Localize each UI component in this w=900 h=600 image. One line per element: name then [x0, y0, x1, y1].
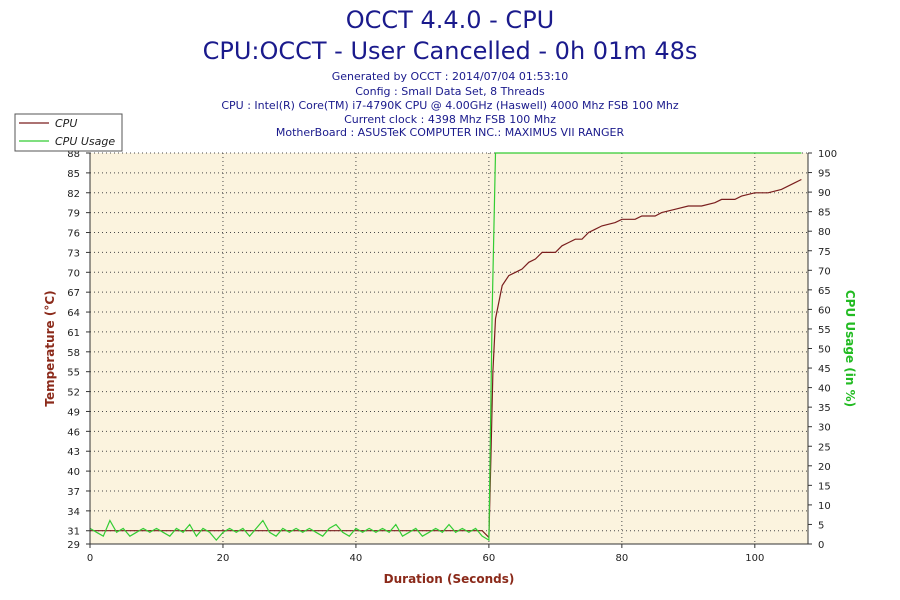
y-axis-label: Temperature (°C) [43, 290, 57, 406]
cpu-usage-line [89, 152, 802, 542]
left-tick-label: 61 [67, 328, 80, 339]
x-tick-label: 80 [615, 553, 628, 564]
legend-label: CPU Usage [55, 135, 115, 148]
x-tick-label: 20 [217, 553, 230, 564]
left-tick-label: 64 [67, 308, 80, 319]
x-axis-label: Duration (Seconds) [384, 572, 515, 586]
right-tick-label: 15 [818, 481, 831, 492]
right-tick-label: 0 [818, 540, 824, 551]
left-tick-label: 70 [67, 268, 80, 279]
right-tick-label: 70 [818, 266, 831, 277]
left-tick-label: 37 [67, 487, 80, 498]
right-tick-label: 30 [818, 423, 831, 434]
left-tick-label: 85 [67, 169, 80, 180]
right-tick-label: 85 [818, 208, 831, 219]
right-tick-label: 35 [818, 403, 831, 414]
right-tick-label: 80 [818, 227, 831, 238]
left-tick-label: 73 [67, 248, 80, 259]
right-tick-label: 100 [818, 149, 837, 160]
left-tick-label: 34 [67, 507, 80, 518]
left-tick-label: 76 [67, 229, 80, 240]
right-tick-label: 20 [818, 462, 831, 473]
series-group [89, 152, 802, 542]
right-tick-label: 40 [818, 384, 831, 395]
right-tick-label: 10 [818, 501, 831, 512]
chart-subtitle: CPU:OCCT - User Cancelled - 0h 01m 48s [202, 37, 698, 65]
plot-area [90, 153, 808, 544]
chart-title: OCCT 4.4.0 - CPU [345, 6, 555, 34]
legend: CPU CPU Usage [14, 113, 123, 152]
right-axis-ticks: 0 5 10 15 20 25 30 35 40 45 50 55 60 65 70 75 80 85 90 95 10… [808, 149, 837, 551]
info-motherboard: MotherBoard : ASUSTeK COMPUTER INC.: MAX… [275, 126, 625, 139]
info-clock: Current clock : 4398 Mhz FSB 100 Mhz [344, 113, 556, 126]
left-tick-label: 49 [67, 407, 80, 418]
left-tick-label: 31 [67, 527, 80, 538]
y2-axis-label: CPU Usage (in %) [843, 290, 857, 407]
left-tick-label: 58 [67, 348, 80, 359]
right-tick-label: 90 [818, 188, 831, 199]
right-tick-label: 60 [818, 305, 831, 316]
legend-box [14, 113, 123, 152]
info-cpu: CPU : Intel(R) Core(TM) i7-4790K CPU @ 4… [221, 99, 679, 112]
right-tick-label: 25 [818, 442, 831, 453]
left-tick-label: 82 [67, 189, 80, 200]
cpu-temperature-line [90, 178, 802, 539]
right-tick-label: 50 [818, 345, 831, 356]
right-tick-label: 45 [818, 364, 831, 375]
x-tick-label: 0 [87, 553, 93, 564]
x-tick-label: 40 [350, 553, 363, 564]
left-tick-label: 43 [67, 447, 80, 458]
left-tick-label: 46 [67, 427, 80, 438]
x-tick-label: 100 [745, 553, 764, 564]
left-tick-label: 79 [67, 209, 80, 220]
right-tick-label: 5 [818, 520, 824, 531]
left-tick-label: 55 [67, 368, 80, 379]
left-tick-label: 29 [67, 540, 80, 551]
right-tick-label: 95 [818, 169, 831, 180]
info-config: Config : Small Data Set, 8 Threads [355, 85, 545, 98]
left-axis-ticks: 29 31 34 37 40 43 46 49 52 55 58 61 64 67 70 73 76 79 82 85… [67, 149, 90, 551]
right-tick-label: 55 [818, 325, 831, 336]
x-tick-label: 60 [483, 553, 496, 564]
left-tick-label: 67 [67, 288, 80, 299]
legend-label: CPU [55, 117, 77, 130]
x-axis-ticks: 0 20 40 60 80 100 [87, 544, 764, 564]
left-tick-label: 40 [67, 467, 80, 478]
right-tick-label: 65 [818, 286, 831, 297]
right-tick-label: 75 [818, 247, 831, 258]
left-tick-label: 88 [67, 149, 80, 160]
left-tick-label: 52 [67, 388, 80, 399]
info-generated: Generated by OCCT : 2014/07/04 01:53:10 [331, 70, 569, 83]
